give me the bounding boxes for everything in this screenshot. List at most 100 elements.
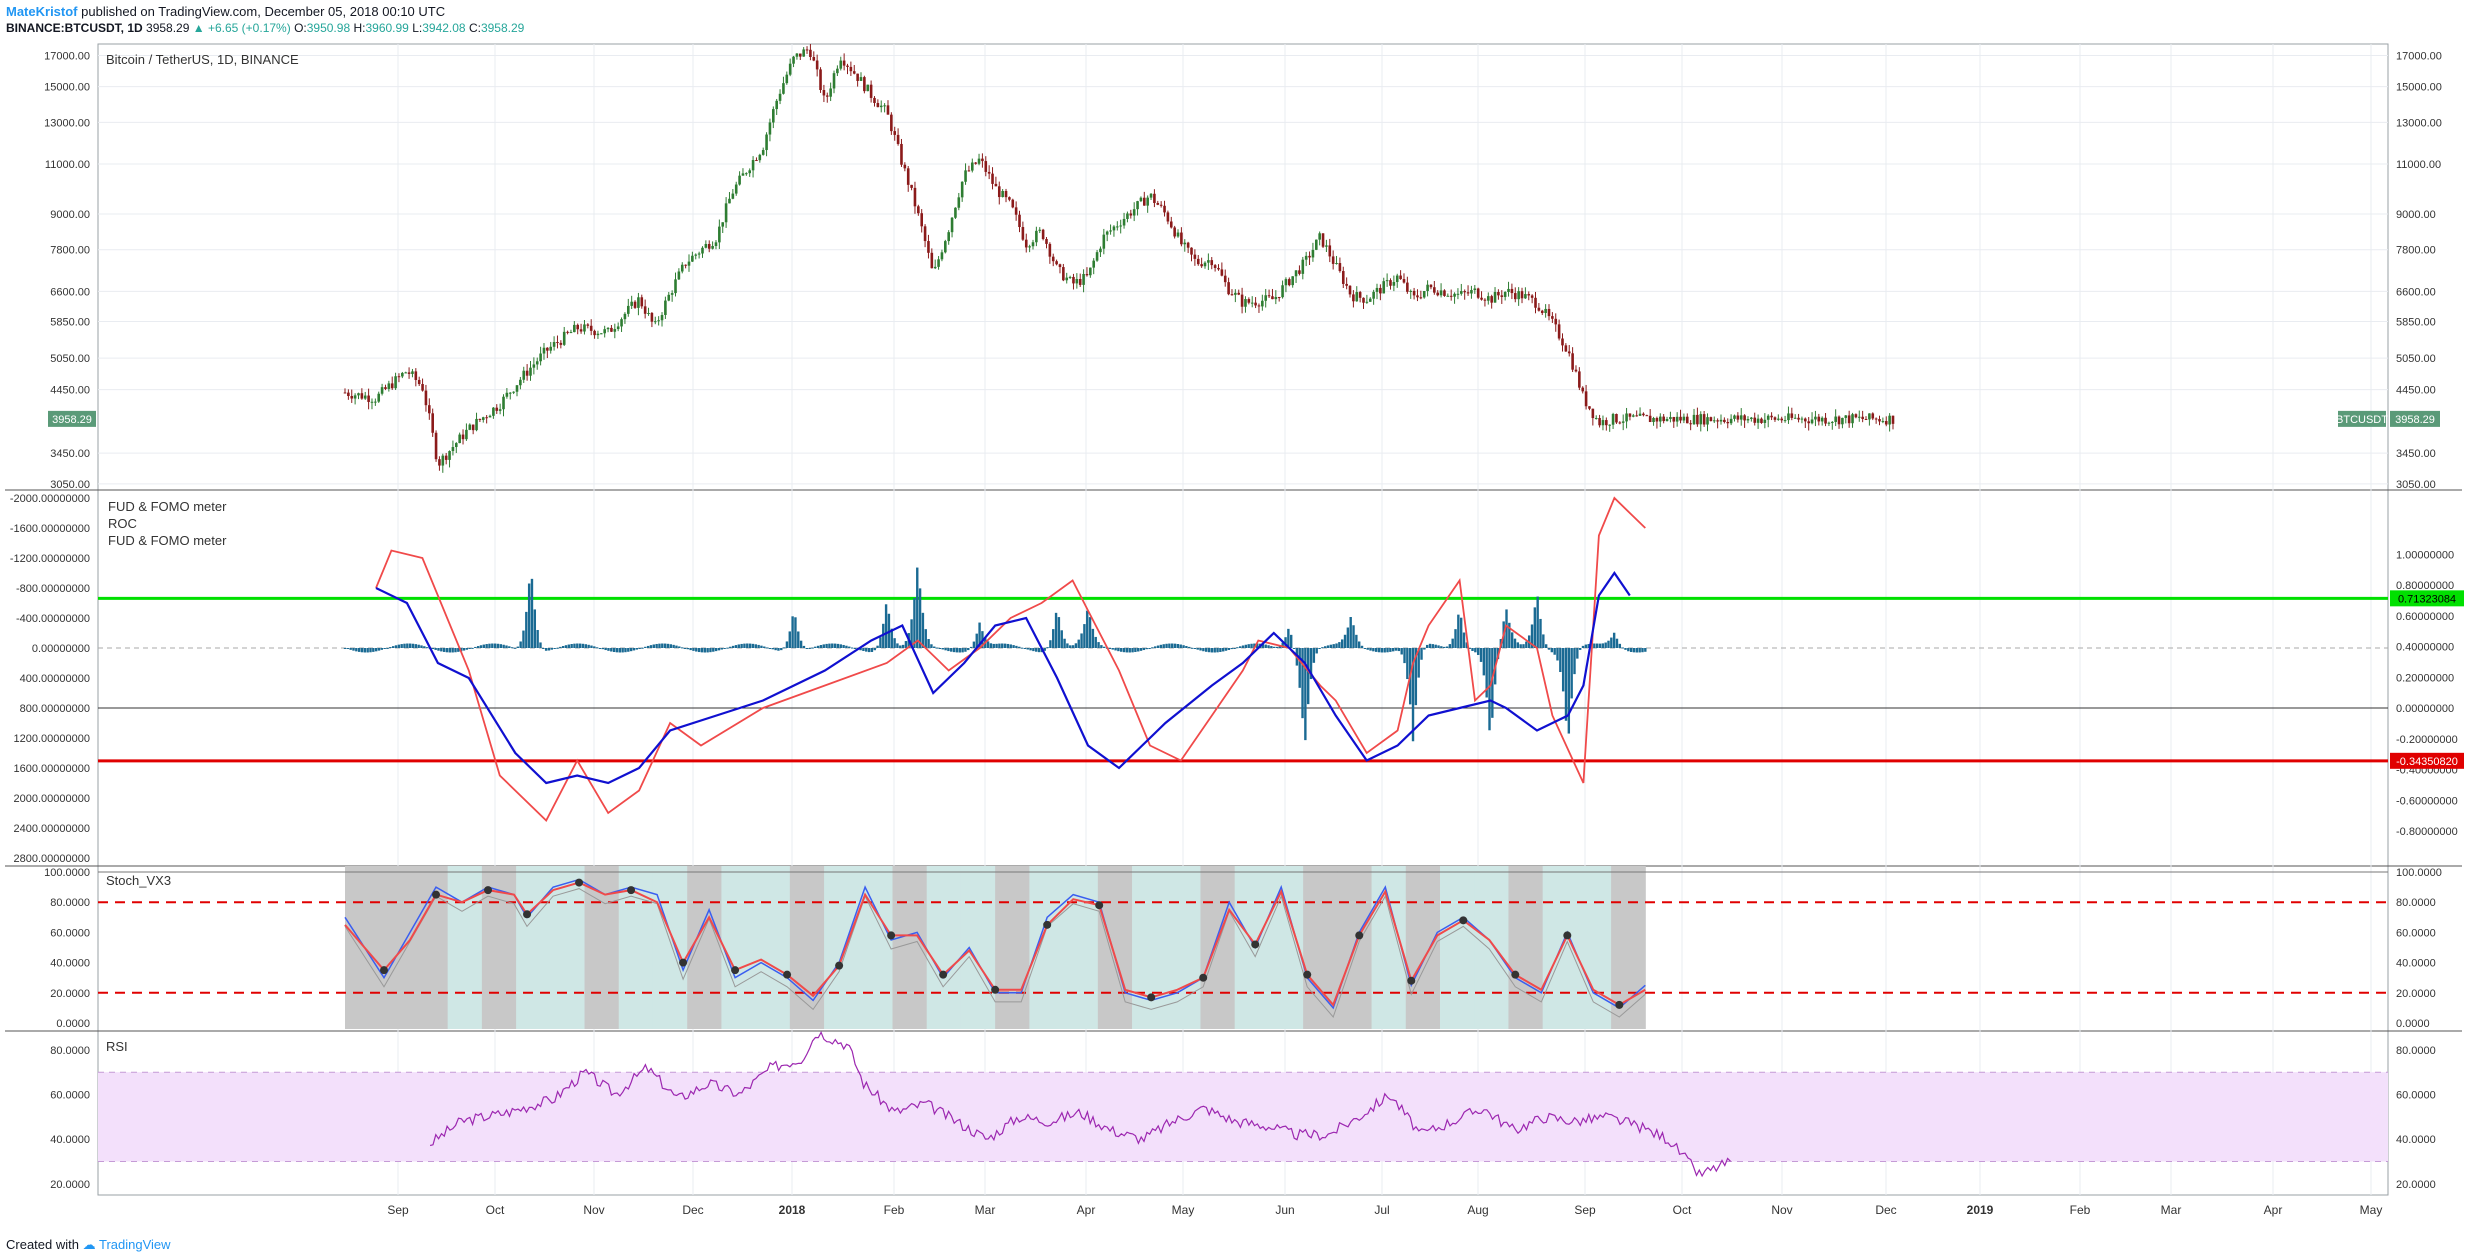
histogram-bar — [933, 646, 936, 648]
candle-body — [798, 53, 802, 57]
candle-body — [502, 396, 505, 410]
candle-body — [1412, 290, 1416, 296]
histogram-bar — [952, 648, 956, 653]
candle-body — [1460, 291, 1463, 294]
histogram-bar — [1103, 646, 1106, 648]
histogram-bar — [397, 644, 401, 648]
candle-body — [1540, 310, 1544, 314]
histogram-bar — [842, 644, 845, 648]
candle-body — [1196, 258, 1200, 265]
histogram-bar — [1417, 648, 1420, 678]
candle-body — [1014, 207, 1018, 215]
histogram-bar — [748, 643, 752, 648]
candle-body — [1288, 279, 1291, 286]
histogram-bar — [357, 648, 361, 652]
candle-body — [1443, 290, 1446, 296]
histogram-bar — [434, 648, 437, 650]
histogram-bar — [1533, 607, 1537, 648]
histogram-bar — [573, 643, 576, 648]
histogram-bar — [1222, 648, 1225, 652]
candle-body — [347, 392, 350, 397]
y-tick-label-left: 60.0000 — [50, 1090, 90, 1102]
candle-body — [1298, 270, 1301, 274]
histogram-bar — [1086, 610, 1089, 648]
candle-body — [643, 306, 647, 314]
candle-body — [1537, 307, 1541, 311]
histogram-bar — [1485, 648, 1488, 698]
histogram-bar — [992, 643, 995, 648]
candle-body — [707, 243, 711, 249]
histogram-bar — [825, 643, 828, 648]
candle-body — [1857, 416, 1861, 418]
histogram-bar — [1074, 643, 1078, 648]
histogram-bar — [780, 648, 783, 651]
candle-body — [1325, 245, 1328, 247]
histogram-bar — [661, 643, 664, 648]
histogram-bar — [360, 648, 364, 653]
candle-body — [653, 321, 657, 323]
y-tick-label-left: 80.0000 — [50, 897, 90, 909]
histogram-bar — [1482, 648, 1486, 676]
histogram-bar — [1380, 648, 1384, 653]
candle-body — [1463, 291, 1466, 293]
y-tick-label-right: 0.40000000 — [2396, 642, 2454, 654]
candle-body — [1884, 421, 1888, 425]
histogram-bar — [485, 644, 488, 648]
histogram-bar — [479, 645, 483, 648]
candle-body — [1426, 284, 1429, 292]
histogram-bar — [1442, 646, 1446, 648]
candle-body — [1011, 199, 1015, 208]
y-tick-label-right: 11000.00 — [2396, 159, 2441, 171]
histogram-bar — [1318, 648, 1321, 649]
candle-body — [1669, 417, 1672, 420]
candle-body — [701, 247, 704, 254]
candle-body — [1524, 294, 1527, 299]
candle-body — [1598, 418, 1601, 426]
plot-frame — [97, 43, 2389, 1196]
candle-body — [1240, 294, 1244, 307]
candle-body — [1082, 273, 1085, 285]
histogram-bar — [916, 567, 919, 648]
candle-body — [1089, 267, 1092, 276]
candle-body — [805, 49, 809, 51]
histogram-bar — [901, 644, 905, 648]
candle-body — [1760, 418, 1763, 423]
candle-body — [377, 393, 381, 402]
candle-body — [1497, 292, 1500, 296]
histogram-bar — [1001, 643, 1004, 648]
candle-body — [1362, 297, 1365, 303]
histogram-bar — [1244, 644, 1248, 648]
histogram-bar — [1125, 648, 1129, 653]
candle-body — [1257, 305, 1261, 307]
histogram-bar — [782, 647, 786, 649]
footer: Created with ☁ TradingView — [6, 1237, 171, 1253]
y-tick-label-left: -2000.00000000 — [10, 493, 90, 505]
candle-body — [465, 429, 468, 440]
histogram-bar — [343, 648, 347, 649]
histogram-bar — [1114, 648, 1117, 651]
histogram-bar — [1462, 632, 1466, 648]
histogram-bar — [712, 648, 715, 652]
histogram-bar — [655, 643, 658, 648]
histogram-bar — [372, 648, 375, 652]
candle-body — [1706, 417, 1709, 425]
histogram-bar — [352, 648, 355, 651]
candle-body — [1250, 302, 1254, 304]
stoch-cross-dot — [1407, 976, 1416, 985]
candle-body — [1800, 418, 1804, 420]
candle-body — [1372, 291, 1375, 299]
y-tick-label-left: -800.00000000 — [16, 583, 90, 595]
tradingview-link[interactable]: TradingView — [99, 1237, 171, 1252]
candle-body — [559, 342, 563, 345]
histogram-bar — [1366, 648, 1369, 650]
stoch-band — [824, 866, 859, 1029]
candle-body — [812, 57, 816, 61]
histogram-bar — [1049, 640, 1052, 648]
candle-body — [569, 332, 573, 334]
candle-body — [1092, 260, 1096, 268]
histogram-bar — [672, 644, 675, 648]
histogram-bar — [1454, 629, 1457, 648]
author-link[interactable]: MateKristof — [6, 4, 78, 19]
histogram-bar — [635, 648, 638, 650]
